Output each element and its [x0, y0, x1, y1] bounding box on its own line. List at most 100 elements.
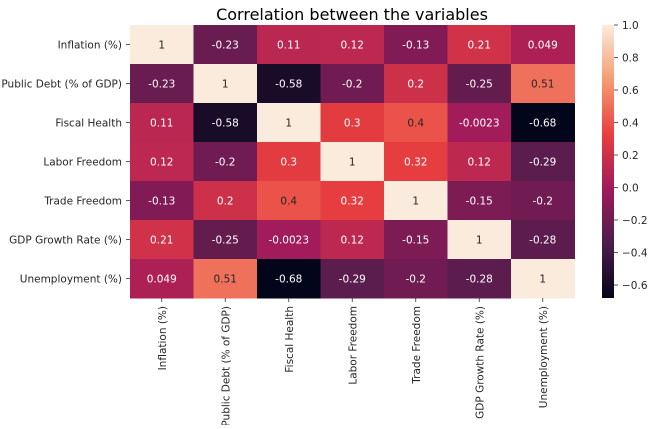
- heatmap-cell: [257, 220, 321, 260]
- heatmap-cell: [257, 181, 321, 221]
- heatmap-cell: [320, 25, 385, 65]
- cell-value-label: 1: [285, 118, 292, 130]
- heatmap-cell: [447, 103, 512, 143]
- heatmap-cell: [511, 64, 575, 104]
- cell-value-label: 0.32: [341, 196, 364, 208]
- heatmap-cell: [193, 25, 258, 65]
- heatmap-cell: [384, 103, 448, 143]
- colorbar-gradient: [602, 25, 614, 298]
- cell-value-label: -0.0023: [268, 235, 309, 247]
- heatmap-cell: [447, 142, 512, 182]
- heatmap-cell: [130, 142, 194, 182]
- cell-value-label: 0.3: [344, 118, 361, 130]
- colorbar: 1.0 0.8 0.6 0.4 0.2 0.0 −0.2 −0.4 −0.6: [602, 20, 648, 298]
- heatmap-cell: [130, 259, 194, 299]
- heatmap-cell: [130, 103, 194, 143]
- heatmap-cell: [511, 142, 575, 182]
- cell-value-label: 0.4: [407, 118, 424, 130]
- cell-value-label: -0.28: [529, 235, 556, 247]
- cell-value-label: -0.13: [402, 40, 429, 52]
- colorbar-tick-label: 0.2: [622, 150, 639, 162]
- heatmap-cell: [193, 64, 258, 104]
- cell-value-label: -0.2: [215, 157, 236, 169]
- heatmap-cell: [511, 259, 575, 299]
- cell-value-label: -0.58: [212, 118, 239, 130]
- heatmap-cell: [130, 64, 194, 104]
- column-tick-label: Inflation (%): [157, 306, 169, 370]
- cell-value-label: 0.32: [404, 157, 427, 169]
- row-tick-labels: Inflation (%) Public Debt (% of GDP) Fisca…: [1, 40, 130, 286]
- cell-value-label: -0.29: [339, 274, 366, 286]
- colorbar-tick-label: 1.0: [622, 20, 639, 32]
- heatmap-cell: [130, 25, 194, 65]
- column-tick-label: Labor Freedom: [347, 306, 359, 385]
- cell-value-label: -0.2: [406, 274, 427, 286]
- heatmap-cell: [384, 220, 448, 260]
- colorbar-tick-label: −0.2: [622, 215, 648, 227]
- cell-value-label: 0.51: [531, 79, 554, 91]
- heatmap-cell: [384, 259, 448, 299]
- column-tick-label: Trade Freedom: [411, 306, 423, 385]
- row-tick-label: Trade Freedom: [43, 196, 122, 208]
- heatmap-cell: [193, 259, 258, 299]
- heatmap-cell: [193, 103, 258, 143]
- cell-value-label: -0.58: [275, 79, 302, 91]
- heatmap-cell: [320, 64, 385, 104]
- heatmap-cell: [257, 259, 321, 299]
- heatmap-cell: [447, 259, 512, 299]
- cell-value-label: 0.2: [217, 196, 234, 208]
- row-tick-label: Unemployment (%): [20, 274, 122, 286]
- cell-value-label: 0.12: [468, 157, 491, 169]
- cell-value-label: 0.21: [468, 40, 491, 52]
- cell-value-label: -0.15: [466, 196, 493, 208]
- colorbar-tick-label: 0.0: [622, 183, 639, 195]
- cell-value-label: 0.12: [150, 157, 173, 169]
- column-tick-label: Public Debt (% of GDP): [220, 306, 232, 425]
- cell-value-label: 1: [349, 157, 356, 169]
- heatmap-cells: [130, 25, 575, 299]
- cell-value-label: 1: [412, 196, 419, 208]
- cell-value-label: -0.23: [212, 40, 239, 52]
- colorbar-tick-label: 0.8: [622, 53, 639, 65]
- row-tick-label: Fiscal Health: [55, 118, 122, 130]
- cell-value-label: -0.68: [529, 118, 556, 130]
- cell-value-label: 0.3: [280, 157, 297, 169]
- heatmap-cell: [320, 103, 385, 143]
- heatmap-cell: [320, 181, 385, 221]
- cell-value-label: -0.2: [342, 79, 363, 91]
- colorbar-tick-label: −0.6: [622, 280, 648, 292]
- cell-value-label: 0.049: [147, 274, 177, 286]
- heatmap-cell: [511, 103, 575, 143]
- heatmap-cell: [130, 181, 194, 221]
- heatmap-cell: [447, 25, 512, 65]
- cell-value-label: 1: [158, 40, 165, 52]
- cell-value-label: -0.28: [466, 274, 493, 286]
- heatmap-cell: [447, 64, 512, 104]
- cell-value-label: 0.51: [214, 274, 237, 286]
- colorbar-tick-label: −0.4: [622, 248, 648, 260]
- cell-value-label: -0.25: [466, 79, 493, 91]
- heatmap-cell: [447, 220, 512, 260]
- heatmap-cell: [384, 181, 448, 221]
- heatmap-cell: [257, 103, 321, 143]
- heatmap-cell: [320, 142, 385, 182]
- heatmap-cell: [384, 64, 448, 104]
- heatmap-cell: [320, 259, 385, 299]
- cell-value-label: 1: [476, 235, 483, 247]
- heatmap-annotations: 1 -0.23 0.11 0.12 -0.13 0.21 0.049-0.23 1 -0.58-…: [147, 40, 558, 286]
- cell-value-label: 0.049: [528, 40, 558, 52]
- heatmap-cell: [384, 25, 448, 65]
- column-tick-label: Unemployment (%): [538, 306, 550, 408]
- heatmap-cell: [511, 220, 575, 260]
- cell-value-label: -0.29: [529, 157, 556, 169]
- row-tick-label: GDP Growth Rate (%): [9, 235, 122, 247]
- heatmap-cell: [320, 220, 385, 260]
- cell-value-label: 0.4: [280, 196, 297, 208]
- row-tick-label: Public Debt (% of GDP): [1, 79, 122, 91]
- heatmap-cell: [193, 181, 258, 221]
- heatmap-cell: [257, 25, 321, 65]
- heatmap-cell: [384, 142, 448, 182]
- cell-value-label: -0.25: [212, 235, 239, 247]
